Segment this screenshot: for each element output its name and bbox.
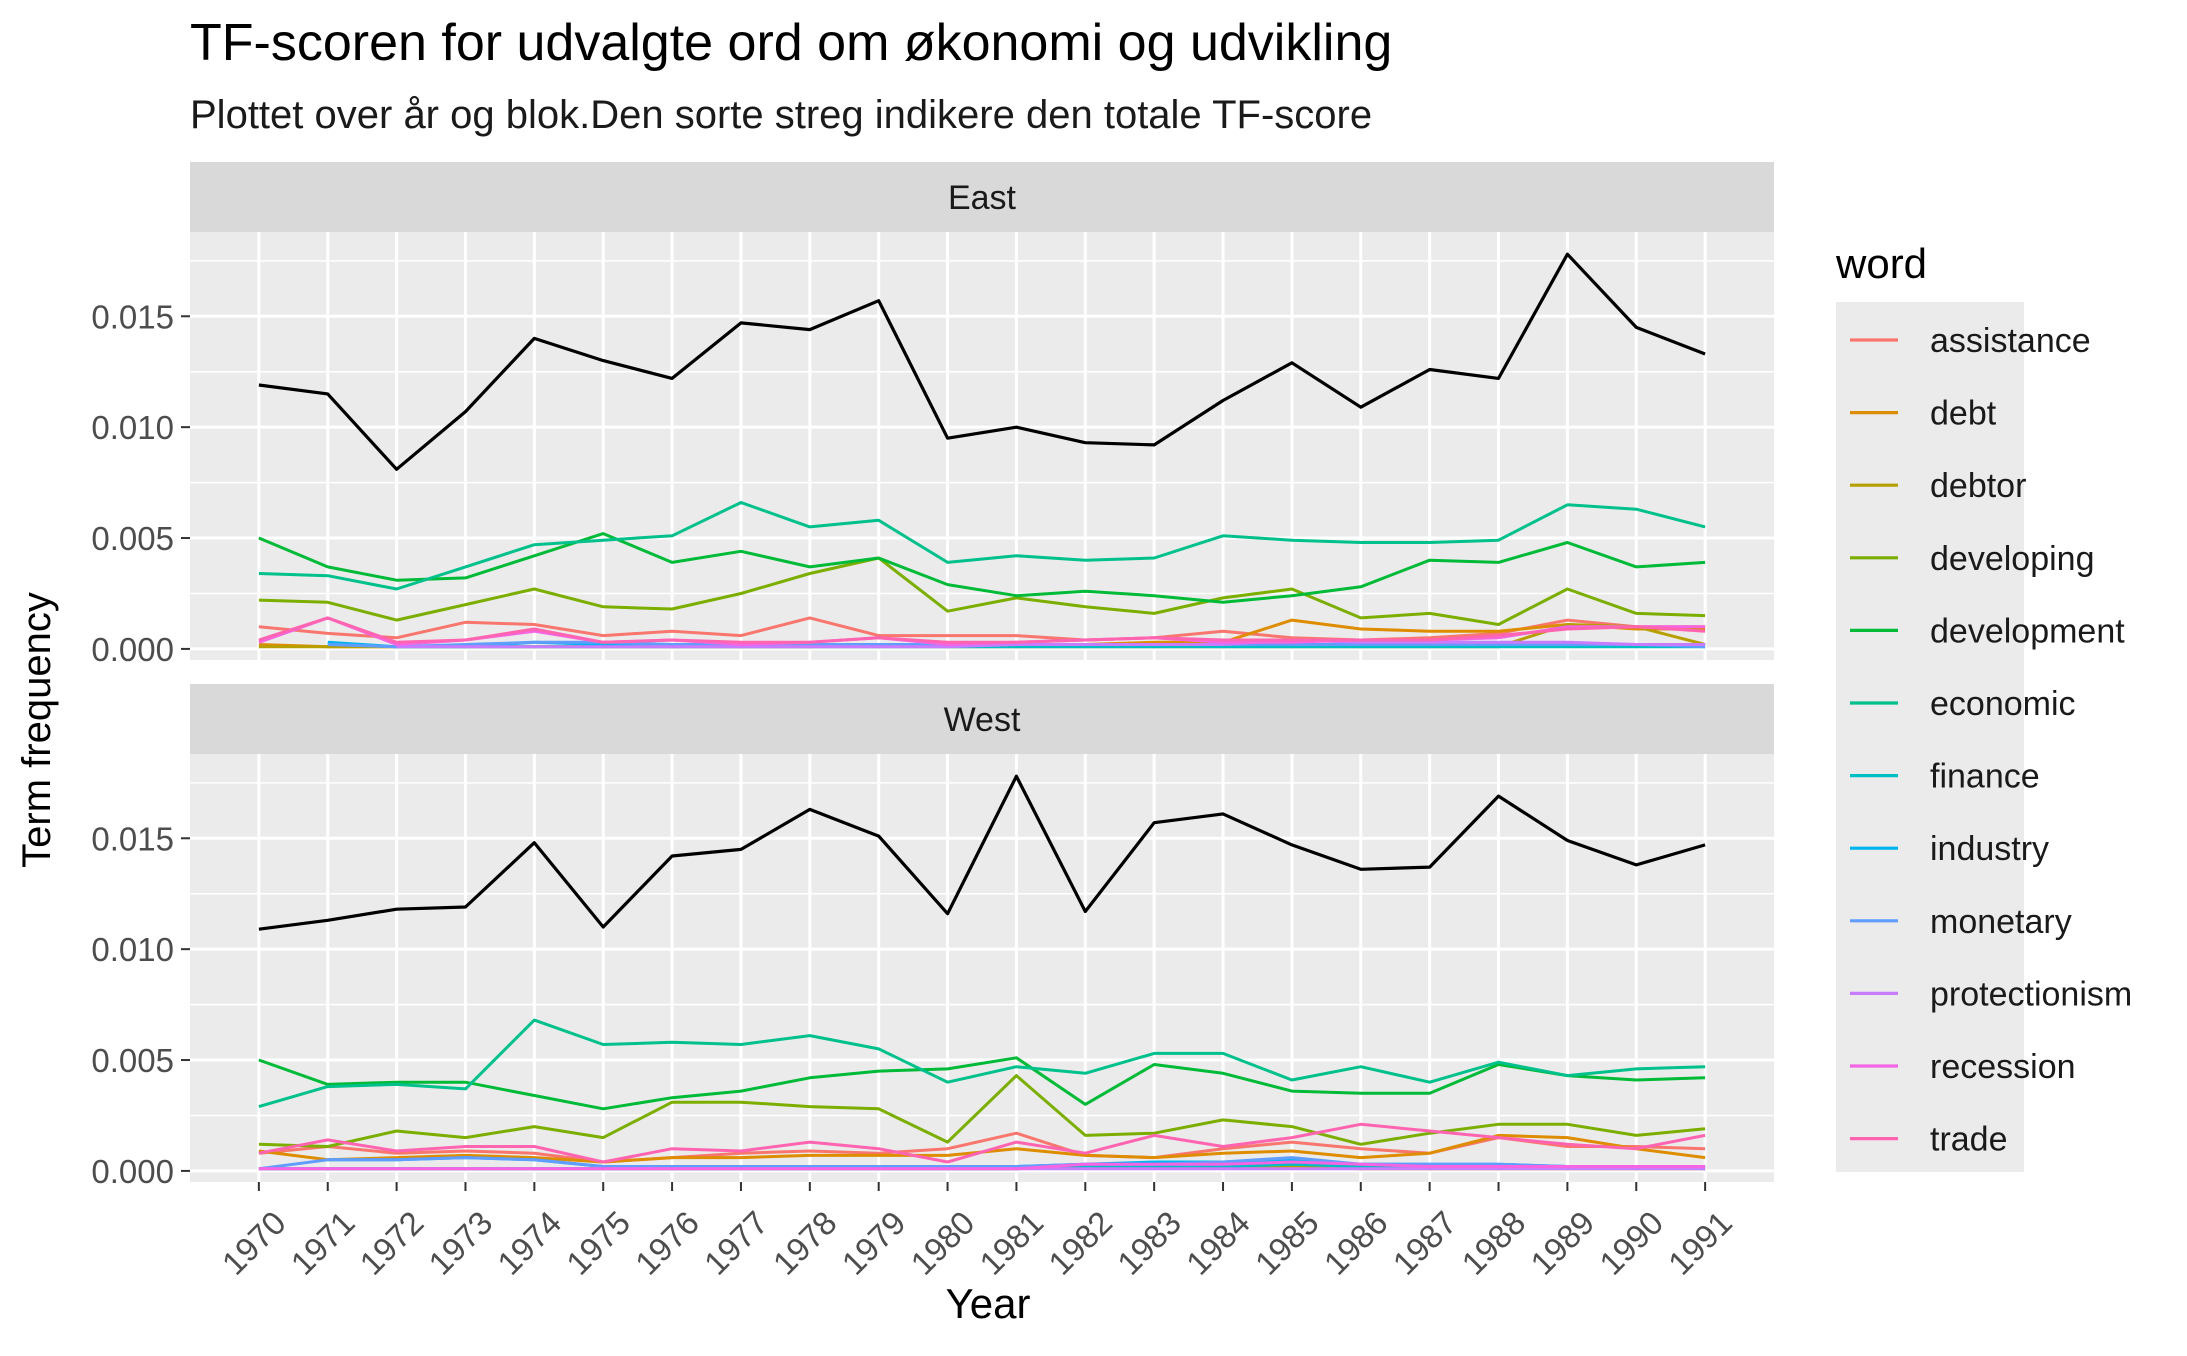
series-line-developing-east (258, 556, 1706, 626)
legend-label-assistance: assistance (1930, 322, 2091, 360)
facet-label-east: East (948, 179, 1017, 217)
x-tick-label: 1973 (421, 1204, 499, 1282)
series-line-economic-east (258, 501, 1706, 591)
y-tick-label: 0.000 (91, 1153, 174, 1190)
legend-label-development: development (1930, 612, 2125, 650)
y-tick-label: 0.010 (91, 931, 174, 968)
series-line-recession-west (258, 1160, 1706, 1171)
legend-label-debtor: debtor (1930, 467, 2026, 505)
y-tick-label: 0.015 (91, 820, 174, 857)
x-tick-label: 1980 (903, 1204, 981, 1282)
legend-label-developing: developing (1930, 540, 2094, 578)
panels: East 0.000 0.005 0.010 0.015 West 0.000 0.005 0.… (91, 162, 1774, 1190)
legend: word assistance debt debtor developing devel… (1835, 240, 2132, 1172)
x-tick-label: 1983 (1110, 1204, 1188, 1282)
x-tick-label: 1976 (628, 1204, 706, 1282)
x-tick-label: 1979 (835, 1204, 913, 1282)
chart-title: TF-scoren for udvalgte ord om økonomi og… (190, 14, 1392, 72)
x-axis-label: Year (946, 1280, 1031, 1327)
legend-title: word (1835, 240, 1927, 287)
y-tick-label: 0.015 (91, 298, 174, 335)
x-tick-label: 1971 (284, 1204, 362, 1282)
series-line-monetary-west (258, 1156, 1706, 1171)
x-tick-label: 1978 (766, 1204, 844, 1282)
series-line-developing-west (258, 1074, 1706, 1148)
x-tick-label: 1987 (1385, 1204, 1463, 1282)
series-line-trade-east (258, 616, 1706, 644)
legend-label-protectionism: protectionism (1930, 975, 2132, 1013)
series-line-economic-west (258, 1018, 1706, 1109)
legend-label-debt: debt (1930, 395, 1997, 433)
y-tick-label: 0.005 (91, 520, 174, 557)
x-tick-label: 1985 (1248, 1204, 1326, 1282)
series-line-development-east (258, 532, 1706, 604)
x-tick-label: 1990 (1592, 1204, 1670, 1282)
x-tick-label: 1975 (559, 1204, 637, 1282)
legend-label-industry: industry (1930, 830, 2049, 868)
legend-background (1836, 302, 2024, 1172)
panel-east: East 0.000 0.005 0.010 0.015 (91, 162, 1774, 668)
total-line-east (258, 252, 1706, 471)
x-tick-label: 1989 (1523, 1204, 1601, 1282)
y-tick-label: 0.010 (91, 409, 174, 446)
legend-label-monetary: monetary (1930, 903, 2072, 941)
legend-label-finance: finance (1930, 758, 2040, 796)
panel-west: West 0.000 0.005 0.010 0.015 (91, 684, 1774, 1190)
x-tick-label: 1977 (697, 1204, 775, 1282)
chart-subtitle: Plottet over år og blok.Den sorte streg … (190, 93, 1372, 137)
facet-strip-west (190, 684, 1774, 754)
x-tick-label: 1986 (1317, 1204, 1395, 1282)
y-tick-label: 0.000 (91, 631, 174, 668)
x-tick-label: 1970 (215, 1204, 293, 1282)
facet-label-west: West (944, 701, 1021, 739)
total-line-west (258, 774, 1706, 931)
x-tick-label: 1988 (1454, 1204, 1532, 1282)
legend-label-recession: recession (1930, 1048, 2076, 1086)
series-line-protectionism-east (396, 638, 1706, 649)
legend-label-economic: economic (1930, 685, 2076, 723)
facet-strip-east (190, 162, 1774, 232)
x-tick-label: 1984 (1179, 1204, 1257, 1282)
panel-background-east (190, 232, 1774, 660)
series-line-trade-west (258, 1122, 1706, 1164)
x-tick-label: 1972 (352, 1204, 430, 1282)
panel-background-west (190, 754, 1774, 1182)
x-tick-label: 1981 (972, 1204, 1050, 1282)
x-tick-label: 1991 (1661, 1204, 1739, 1282)
y-tick-label: 0.005 (91, 1042, 174, 1079)
x-tick-label: 1974 (490, 1204, 568, 1282)
x-tick-label: 1982 (1041, 1204, 1119, 1282)
series-line-development-west (258, 1056, 1706, 1111)
x-axis: 1970197119721973197419751976197719781979… (215, 1182, 1739, 1282)
y-axis-label: Term frequency (15, 592, 59, 868)
legend-label-trade: trade (1930, 1121, 2008, 1159)
series-line-assistance-east (258, 616, 1706, 642)
